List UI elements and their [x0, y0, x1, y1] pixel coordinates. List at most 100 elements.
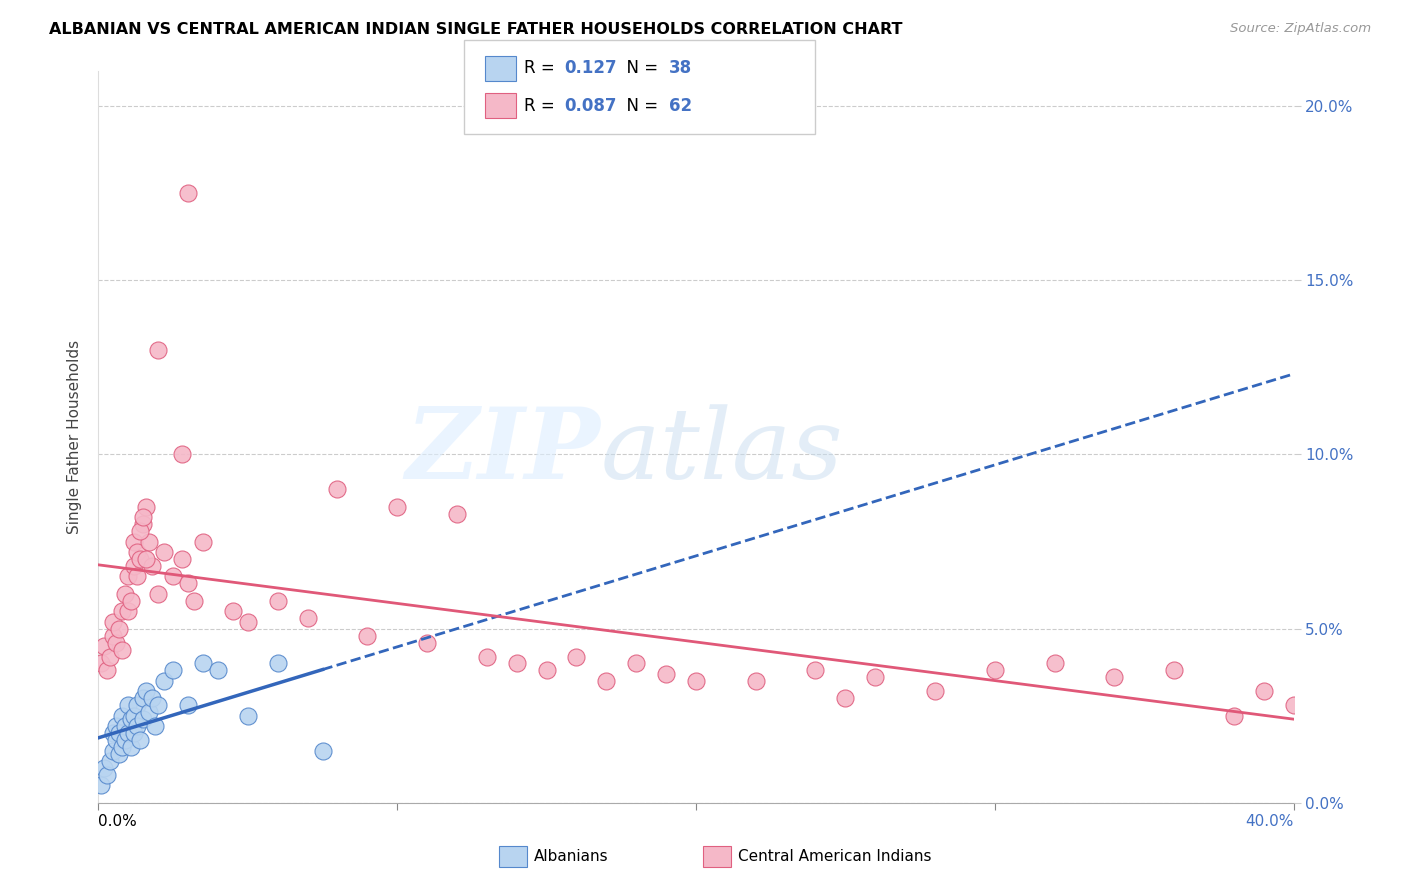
Point	[162, 664, 184, 678]
Point	[129, 552, 152, 566]
Point	[148, 698, 170, 713]
Point	[127, 698, 149, 713]
Point	[1043, 657, 1066, 671]
Point	[120, 712, 142, 726]
Point	[1223, 708, 1246, 723]
Text: ALBANIAN VS CENTRAL AMERICAN INDIAN SINGLE FATHER HOUSEHOLDS CORRELATION CHART: ALBANIAN VS CENTRAL AMERICAN INDIAN SING…	[49, 22, 903, 37]
Point	[96, 664, 118, 678]
Point	[129, 524, 152, 538]
Point	[105, 733, 128, 747]
Point	[475, 649, 498, 664]
Point	[103, 615, 125, 629]
Point	[111, 604, 134, 618]
Point	[117, 726, 139, 740]
Point	[135, 552, 157, 566]
Point	[117, 604, 139, 618]
Point	[111, 740, 134, 755]
Text: 62: 62	[669, 96, 692, 114]
Point	[138, 534, 160, 549]
Point	[191, 657, 214, 671]
Point	[267, 657, 290, 671]
Point	[177, 186, 200, 201]
Point	[141, 558, 163, 573]
Point	[132, 517, 155, 532]
Point	[153, 673, 176, 688]
Text: 0.087: 0.087	[564, 96, 616, 114]
Point	[536, 664, 558, 678]
Point	[356, 629, 378, 643]
Point	[141, 691, 163, 706]
Point	[105, 635, 128, 649]
Point	[1253, 684, 1275, 698]
Text: Central American Indians: Central American Indians	[738, 849, 932, 863]
Point	[105, 719, 128, 733]
Point	[127, 545, 149, 559]
Point	[207, 664, 229, 678]
Point	[236, 615, 259, 629]
Point	[385, 500, 409, 514]
Text: 38: 38	[669, 60, 692, 78]
Text: atlas: atlas	[600, 404, 844, 500]
Point	[127, 569, 149, 583]
Point	[153, 545, 176, 559]
Point	[865, 670, 887, 684]
Point	[565, 649, 588, 664]
Text: 0.127: 0.127	[564, 60, 616, 78]
Point	[236, 708, 259, 723]
Point	[804, 664, 827, 678]
Point	[129, 733, 152, 747]
Point	[138, 705, 160, 719]
Point	[111, 642, 134, 657]
Point	[326, 483, 349, 497]
Point	[117, 698, 139, 713]
Point	[111, 708, 134, 723]
Point	[148, 587, 170, 601]
Point	[595, 673, 617, 688]
Y-axis label: Single Father Households: Single Father Households	[67, 340, 83, 534]
Text: R =: R =	[524, 96, 561, 114]
Point	[1104, 670, 1126, 684]
Point	[103, 726, 125, 740]
Point	[506, 657, 529, 671]
Point	[924, 684, 946, 698]
Point	[172, 448, 194, 462]
Point	[834, 691, 856, 706]
Point	[177, 698, 200, 713]
Point	[103, 743, 125, 757]
Point	[183, 594, 205, 608]
Point	[124, 726, 146, 740]
Point	[984, 664, 1007, 678]
Point	[124, 534, 146, 549]
Point	[93, 639, 115, 653]
Text: 40.0%: 40.0%	[1246, 814, 1294, 829]
Point	[685, 673, 707, 688]
Point	[90, 778, 112, 792]
Point	[1163, 664, 1185, 678]
Point	[311, 743, 333, 757]
Point	[143, 719, 166, 733]
Point	[114, 587, 136, 601]
Point	[132, 691, 155, 706]
Point	[93, 761, 115, 775]
Text: Source: ZipAtlas.com: Source: ZipAtlas.com	[1230, 22, 1371, 36]
Text: N =: N =	[616, 60, 664, 78]
Point	[117, 569, 139, 583]
Point	[120, 594, 142, 608]
Point	[120, 740, 142, 755]
Point	[132, 510, 155, 524]
Point	[132, 712, 155, 726]
Point	[124, 558, 146, 573]
Point	[114, 733, 136, 747]
Point	[98, 649, 122, 664]
Point	[90, 657, 112, 671]
Point	[177, 576, 200, 591]
Text: Albanians: Albanians	[534, 849, 609, 863]
Point	[446, 507, 468, 521]
Point	[191, 534, 214, 549]
Text: N =: N =	[616, 96, 664, 114]
Point	[745, 673, 768, 688]
Point	[108, 622, 131, 636]
Point	[127, 719, 149, 733]
Text: ZIP: ZIP	[405, 403, 600, 500]
Point	[297, 611, 319, 625]
